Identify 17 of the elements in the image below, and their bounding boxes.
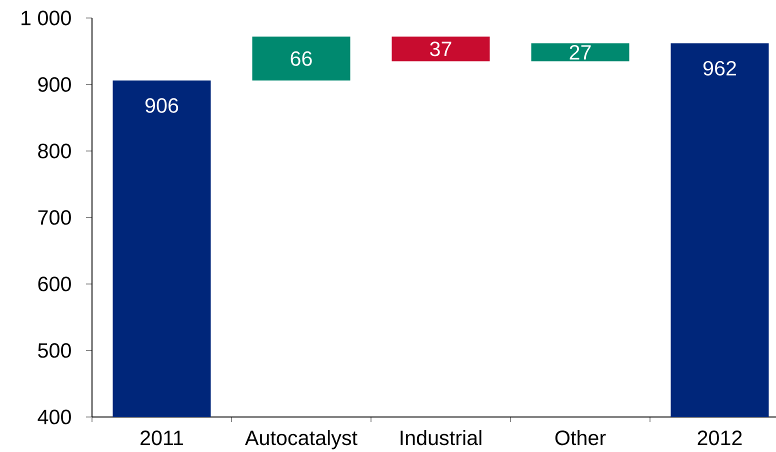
y-tick-label: 500: [38, 343, 71, 358]
y-tick-label: 800: [38, 144, 71, 158]
x-tick-label: Industrial: [400, 430, 482, 446]
y-tick-label: 600: [38, 276, 71, 292]
y-tick-label: 400: [38, 410, 71, 424]
x-tick-label: Other: [555, 430, 606, 446]
data-label: 906: [145, 98, 178, 113]
data-label: 962: [703, 60, 736, 76]
data-label: 27: [570, 45, 591, 60]
x-tick-label: 2012: [698, 430, 742, 446]
y-tick-label: 1 000: [22, 10, 71, 26]
x-tick-label: Autocatalyst: [245, 430, 358, 450]
y-tick-label: 900: [38, 77, 71, 92]
data-label: 37: [430, 42, 452, 56]
data-label: 66: [290, 51, 312, 66]
y-tick-label: 700: [38, 210, 71, 225]
x-tick-label: 2011: [140, 430, 183, 446]
